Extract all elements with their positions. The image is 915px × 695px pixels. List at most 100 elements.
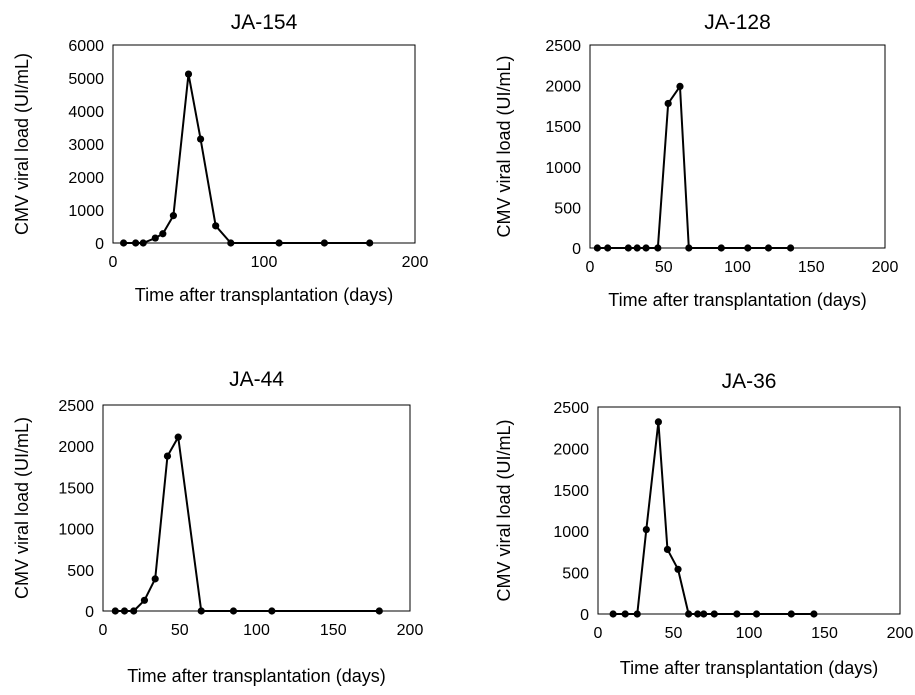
data-point	[810, 610, 818, 618]
data-point	[676, 82, 684, 91]
y-tick-label: 0	[85, 604, 94, 621]
series-line	[123, 73, 370, 244]
data-point	[642, 244, 650, 252]
data-point	[694, 610, 702, 618]
data-point	[119, 239, 128, 247]
data-point	[710, 610, 718, 618]
data-point	[174, 433, 182, 441]
chart-title: JA-36	[722, 370, 777, 393]
data-point	[624, 244, 632, 252]
data-point	[674, 565, 682, 573]
x-tick-label: 0	[594, 625, 603, 642]
x-tick-label: 50	[665, 625, 683, 642]
data-point	[593, 244, 601, 252]
data-point	[733, 610, 741, 618]
data-point	[268, 607, 276, 615]
data-point	[120, 607, 129, 615]
data-point	[654, 418, 663, 426]
x-tick-labels: 0 100 200	[109, 254, 429, 271]
data-point	[685, 610, 693, 618]
data-points	[609, 418, 818, 618]
x-tick-labels: 0 50 100 150 200	[99, 622, 424, 639]
y-tick-label: 1000	[58, 522, 94, 539]
y-tick-label: 2500	[553, 400, 589, 417]
data-point	[717, 244, 725, 252]
y-tick-label: 500	[67, 563, 94, 580]
chart-title: JA-44	[229, 368, 284, 391]
y-tick-label: 2500	[545, 38, 581, 55]
y-tick-label: 500	[554, 200, 581, 217]
data-point	[744, 244, 752, 252]
y-tick-label: 2000	[545, 79, 581, 96]
y-tick-label: 6000	[68, 38, 104, 55]
y-tick-label: 5000	[68, 71, 104, 88]
y-tick-label: 1000	[68, 203, 104, 220]
data-point	[140, 596, 149, 604]
y-tick-label: 0	[572, 241, 581, 258]
data-point	[604, 244, 612, 252]
x-tick-label: 200	[402, 254, 429, 271]
x-axis-label: Time after transplantation (days)	[127, 666, 385, 686]
data-point	[685, 244, 693, 252]
x-tick-label: 150	[798, 259, 825, 276]
x-tick-label: 200	[872, 259, 899, 276]
chart-panel-ja-154: JA-154 Time after transplantation (days)…	[12, 11, 428, 305]
y-tick-label: 2500	[58, 398, 94, 415]
data-point	[787, 244, 795, 252]
data-point	[130, 607, 138, 615]
chart-panel-ja-128: JA-128 Time after transplantation (days)…	[494, 11, 898, 310]
chart-title: JA-154	[231, 11, 298, 34]
plot-area	[112, 44, 416, 244]
data-point	[197, 607, 205, 615]
data-points	[111, 433, 383, 615]
plot-area	[597, 406, 901, 615]
y-tick-label: 0	[580, 607, 589, 624]
data-point	[664, 99, 672, 108]
x-tick-label: 200	[397, 622, 424, 639]
x-axis-label: Time after transplantation (days)	[135, 285, 393, 305]
x-axis-label: Time after transplantation (days)	[620, 658, 878, 678]
chart-title: JA-128	[704, 11, 771, 34]
data-point	[184, 70, 193, 78]
data-point	[764, 244, 773, 252]
data-point	[196, 135, 205, 143]
data-point	[275, 239, 283, 247]
data-point	[212, 222, 220, 230]
plot-area	[589, 44, 886, 249]
data-point	[163, 452, 172, 460]
data-point	[621, 610, 629, 618]
y-tick-label: 1000	[545, 160, 581, 177]
data-point	[132, 239, 140, 247]
series-line	[115, 436, 380, 612]
y-tick-label: 0	[95, 236, 104, 253]
data-point	[151, 575, 159, 583]
y-tick-labels: 0 500 1000 1500 2000 2500	[58, 398, 94, 621]
x-tick-label: 50	[171, 622, 189, 639]
data-point	[654, 244, 662, 252]
data-point	[787, 610, 795, 618]
series-line	[613, 420, 814, 615]
x-tick-labels: 0 50 100 150 200	[586, 259, 899, 276]
data-point	[320, 239, 328, 247]
data-point	[159, 230, 167, 238]
data-point	[139, 239, 147, 247]
data-point	[151, 234, 159, 242]
x-tick-label: 100	[724, 259, 751, 276]
data-point	[633, 244, 641, 252]
x-tick-label: 150	[320, 622, 347, 639]
y-tick-label: 2000	[68, 170, 104, 187]
data-point	[609, 610, 617, 618]
y-axis-label: CMV viral load (UI/mL)	[12, 53, 32, 235]
data-point	[633, 610, 641, 618]
x-tick-label: 100	[243, 622, 270, 639]
series-line	[597, 85, 791, 249]
y-tick-label: 2000	[58, 439, 94, 456]
data-point	[229, 607, 238, 615]
y-tick-labels: 0 500 1000 1500 2000 2500	[553, 400, 589, 624]
data-point	[366, 239, 374, 247]
chart-panel-ja-36: JA-36 Time after transplantation (days) …	[494, 370, 913, 678]
y-tick-label: 2000	[553, 441, 589, 458]
y-tick-label: 1500	[553, 483, 589, 500]
x-tick-labels: 0 50 100 150 200	[594, 625, 914, 642]
